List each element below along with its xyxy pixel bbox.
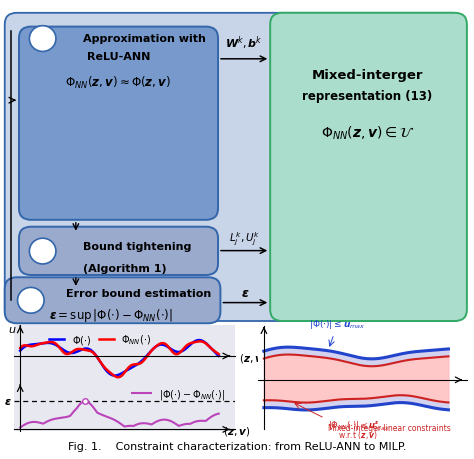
Text: $(\boldsymbol{z},\boldsymbol{v})$: $(\boldsymbol{z},\boldsymbol{v})$ (223, 425, 250, 437)
Text: $L_j^k, U_j^k$: $L_j^k, U_j^k$ (228, 230, 260, 247)
Circle shape (18, 288, 44, 313)
FancyBboxPatch shape (270, 14, 467, 321)
Text: $u$: $u$ (8, 324, 17, 334)
Text: Mixed-integer linear constraints: Mixed-integer linear constraints (328, 423, 451, 432)
Text: $\boldsymbol{W}^k, \boldsymbol{b}^k$: $\boldsymbol{W}^k, \boldsymbol{b}^k$ (225, 35, 263, 52)
Text: $|\Phi_{NN}(\cdot)| \leq \boldsymbol{u}^{\boldsymbol{\epsilon}}_{max}$: $|\Phi_{NN}(\cdot)| \leq \boldsymbol{u}^… (328, 418, 390, 432)
Text: w.r.t $(\boldsymbol{z}, \boldsymbol{v})$: w.r.t $(\boldsymbol{z}, \boldsymbol{v})$ (337, 428, 378, 440)
Text: $\mathbf{1}$: $\mathbf{1}$ (38, 34, 47, 45)
Text: $\mathbf{3}$: $\mathbf{3}$ (27, 295, 35, 307)
Text: Mixed-interger: Mixed-interger (311, 69, 423, 82)
Legend: $\Phi(\cdot)$, $\Phi_{NN}(\cdot)$: $\Phi(\cdot)$, $\Phi_{NN}(\cdot)$ (46, 329, 155, 351)
FancyBboxPatch shape (5, 14, 465, 321)
Text: Error bound estimation: Error bound estimation (66, 289, 211, 299)
Text: Fig. 1.    Constraint characterization: from ReLU-ANN to MILP.: Fig. 1. Constraint characterization: fro… (68, 441, 406, 451)
Text: ReLU-ANN: ReLU-ANN (87, 52, 150, 62)
Text: $|\Phi(\cdot)| \leq \boldsymbol{u}_{max}$: $|\Phi(\cdot)| \leq \boldsymbol{u}_{max}… (310, 317, 366, 330)
Text: representation (13): representation (13) (302, 90, 432, 103)
Legend: $|\Phi(\cdot) - \Phi_{NN}(\cdot)|$: $|\Phi(\cdot) - \Phi_{NN}(\cdot)|$ (128, 383, 230, 405)
FancyBboxPatch shape (19, 227, 218, 275)
Text: $\boldsymbol{\epsilon}$: $\boldsymbol{\epsilon}$ (241, 286, 250, 299)
Text: $\mathbf{2}$: $\mathbf{2}$ (38, 246, 47, 257)
Circle shape (29, 27, 56, 52)
Text: Approximation with: Approximation with (83, 34, 206, 44)
Text: $(\boldsymbol{z},\boldsymbol{v})$: $(\boldsymbol{z},\boldsymbol{v})$ (238, 351, 266, 364)
Text: $\Phi_{NN}(\boldsymbol{z},\boldsymbol{v}) \in \mathcal{U}$: $\Phi_{NN}(\boldsymbol{z},\boldsymbol{v}… (320, 124, 414, 142)
FancyBboxPatch shape (19, 28, 218, 220)
FancyBboxPatch shape (5, 278, 220, 324)
Circle shape (29, 239, 56, 264)
Text: $\boldsymbol{\epsilon}$: $\boldsymbol{\epsilon}$ (4, 397, 12, 407)
Text: $\Phi_{NN}(\boldsymbol{z},\boldsymbol{v}) \approx \Phi(\boldsymbol{z},\boldsymbo: $\Phi_{NN}(\boldsymbol{z},\boldsymbol{v}… (65, 74, 172, 91)
Text: $\boldsymbol{\epsilon} = \sup\,|\Phi(\cdot) - \Phi_{NN}(\cdot)|$: $\boldsymbol{\epsilon} = \sup\,|\Phi(\cd… (49, 306, 173, 323)
Text: Bound tightening: Bound tightening (83, 242, 191, 252)
Text: (Algorithm 1): (Algorithm 1) (83, 263, 166, 273)
